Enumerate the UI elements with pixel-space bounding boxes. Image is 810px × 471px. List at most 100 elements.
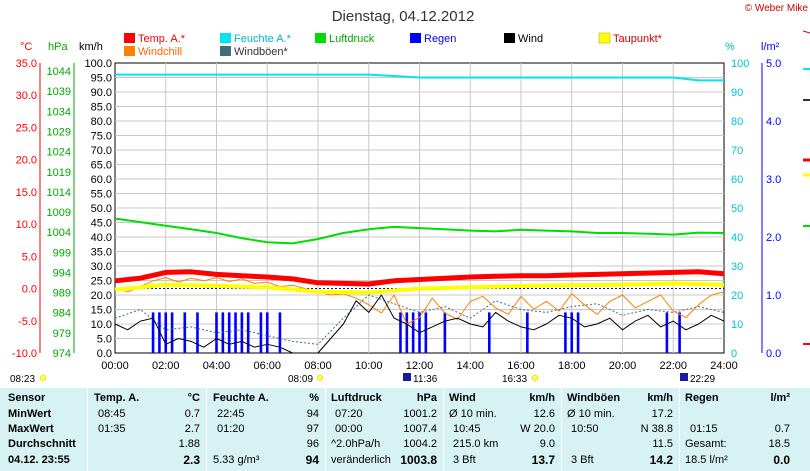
table-cell: 0.7 [774, 423, 790, 435]
tick-label-wind: 85.0 [91, 102, 112, 114]
rain-bar [234, 312, 237, 353]
rain-bar [399, 312, 402, 353]
tick-label-wind: 65.0 [91, 160, 112, 172]
table-cell: 12.6 [533, 408, 555, 420]
table-cell: 5.33 g/m³ [213, 454, 260, 466]
tick-label-time: 12:00 [406, 360, 434, 372]
tick-label-time: 20:00 [609, 360, 637, 372]
tick-label-time: 00:00 [101, 360, 129, 372]
tick-label-pressure: 999 [53, 247, 71, 259]
table-cell: 1007.4 [403, 423, 437, 435]
table-cell: 215.0 km [453, 438, 499, 450]
tick-label-wind: 0.0 [97, 348, 112, 360]
table-cell: 14.2 [649, 453, 673, 467]
rain-bar [570, 312, 574, 353]
rain-bar [170, 312, 174, 353]
col-header-sensor: Sensor [8, 392, 46, 404]
legend-label: Temp. A.* [138, 33, 186, 45]
tick-label-pressure: 989 [53, 288, 71, 300]
chart-legend: Temp. A.* Feuchte A.* Luftdruck Regen Wi… [124, 32, 663, 58]
tick-label-time: 04:00 [203, 360, 231, 372]
legend-swatch [315, 33, 326, 43]
sun-moon-row: 08:23 08:09 11:36 16:33 22:29 [10, 373, 715, 385]
legend-label: Windchill [138, 46, 182, 58]
table-cell: veränderlich [331, 454, 391, 466]
table-cell: 22:45 [217, 408, 245, 420]
tick-label-wind: 50.0 [91, 203, 112, 215]
tick-label-humidity: 0 [731, 348, 737, 360]
tick-label-rain: 4.0 [766, 116, 781, 128]
tick-label-temp: -10.0 [12, 348, 37, 360]
table-cell: 9.0 [539, 438, 555, 450]
tick-label-time: 22:00 [659, 360, 687, 372]
table-cell: 11.5 [652, 438, 673, 450]
table-cell: Gesamt: [685, 438, 727, 450]
tick-label-temp: 10.0 [16, 219, 37, 231]
axis-unit-rain: l/m² [761, 41, 780, 53]
series-line-luftdruck [114, 217, 725, 245]
rain-bar [526, 312, 529, 353]
series-line-windchill [114, 277, 725, 325]
moon-icon [403, 373, 411, 381]
series-line-tempa [114, 269, 725, 287]
tick-label-wind: 5.0 [97, 334, 112, 346]
moonset-time: 22:29 [690, 374, 715, 385]
sunrise-time: 08:23 [10, 374, 35, 385]
tick-label-rain: 2.0 [766, 232, 781, 244]
copyright-label: © Weber Mike [745, 3, 809, 14]
tick-label-pressure: 1009 [47, 207, 71, 219]
tick-label-wind: 80.0 [91, 116, 112, 128]
row-label-max: MaxWert [8, 423, 54, 435]
data-series [114, 73, 725, 354]
tick-label-humidity: 40 [731, 232, 743, 244]
grid-lines [115, 63, 724, 353]
tick-label-wind: 10.0 [91, 319, 112, 331]
chart-title: Dienstag, 04.12.2012 [332, 8, 475, 25]
tick-label-humidity: 20 [731, 290, 743, 302]
tick-label-rain: 5.0 [766, 58, 781, 70]
table-cell: 3 Bft [571, 454, 594, 466]
moonrise-time: 11:36 [413, 374, 438, 385]
rain-bar [158, 312, 161, 353]
tick-label-temp: 5.0 [22, 251, 37, 263]
tick-label-wind: 100.0 [84, 58, 112, 70]
axis-unit-humidity: % [725, 41, 735, 53]
sun-icon [531, 374, 539, 382]
series-line-feuchtea [115, 73, 724, 82]
tick-label-wind: 25.0 [91, 276, 112, 288]
table-cell: 01:20 [217, 423, 245, 435]
tick-label-wind: 20.0 [91, 290, 112, 302]
table-cell: Ø 10 min. [567, 408, 615, 420]
tick-label-wind: 30.0 [91, 261, 112, 273]
right-edge-marks [802, 30, 810, 345]
table-cell: 1004.2 [403, 438, 437, 450]
rain-bar [265, 312, 269, 353]
tick-label-humidity: 80 [731, 116, 743, 128]
tick-label-pressure: 1039 [47, 86, 71, 98]
col-header-rain: Regen [685, 392, 719, 404]
tick-label-humidity: 10 [731, 319, 743, 331]
row-label-avg: Durchschnitt [8, 438, 76, 450]
series-line-taupunkt [114, 281, 725, 295]
legend-label: Luftdruck [329, 33, 375, 45]
table-cell: 10:45 [453, 423, 481, 435]
tick-label-rain: 0.0 [766, 348, 781, 360]
legend-label: Wind [518, 33, 543, 45]
col-unit-gusts: km/h [647, 392, 673, 404]
tick-label-time: 06:00 [253, 360, 281, 372]
col-header-temp: Temp. A. [94, 392, 140, 404]
sun-icon [316, 374, 324, 382]
axis-ticks: 100.095.090.085.080.075.070.065.060.055.… [12, 58, 781, 372]
rain-bar [487, 312, 491, 353]
tick-label-time: 16:00 [507, 360, 535, 372]
table-cell: 01:35 [98, 423, 126, 435]
tick-label-temp: 0.0 [22, 284, 37, 296]
tick-label-pressure: 1024 [47, 147, 71, 159]
rain-bar [564, 312, 567, 353]
legend-swatch [410, 33, 421, 43]
rain-bar [215, 312, 218, 353]
rain-bar [424, 312, 428, 353]
tick-label-wind: 75.0 [91, 131, 112, 143]
tick-label-time: 24:00 [710, 360, 738, 372]
col-unit-temp: °C [187, 392, 200, 404]
